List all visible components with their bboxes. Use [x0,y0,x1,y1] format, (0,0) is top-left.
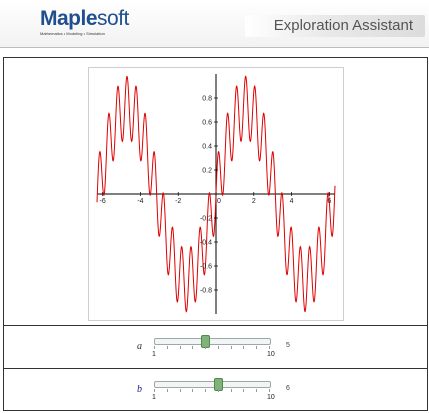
slider-tick [179,346,181,349]
slider-a-min: 1 [152,351,156,358]
y-tick-label: 0.4 [202,144,212,151]
brand-tagline: Mathematics • Modeling • Simulation [40,31,105,36]
slider-a-ticks [154,346,270,350]
slider-a-label: a [137,341,142,352]
x-tick-label: -6 [100,198,106,205]
y-tick-label: -0.4 [200,240,212,247]
slider-tick [192,346,194,349]
slider-tick [166,389,168,392]
slider-tick [205,389,207,392]
slider-row-b: b 1 10 6 [4,369,427,409]
x-tick-label: -2 [175,198,181,205]
slider-tick [256,389,258,392]
slider-separator [4,368,427,369]
slider-tick [205,346,207,349]
y-tick-label: 0.6 [202,120,212,127]
y-tick-label: -0.8 [200,288,212,295]
slider-tick [269,346,270,349]
brand-main: Maple [40,7,98,30]
slider-b-ticks [154,389,270,393]
x-tick-label: 2 [252,198,256,205]
x-tick-label: 4 [290,198,294,205]
slider-a-value: 5 [286,342,290,349]
slider-tick [217,389,219,392]
brand-soft: soft [97,7,129,30]
slider-b-label: b [137,384,142,395]
y-tick-label: -0.2 [200,216,212,223]
slider-tick [179,389,181,392]
exploration-frame: -6 -4 -2 0 2 4 6 0.8 0.6 0.4 0.2 -0.2 -0.4 -0.6 -0.8 a… [3,57,428,411]
page-title: Exploration Assistant [273,17,413,34]
maplesoft-logo: Maplesoft Mathematics • Modeling • Simul… [40,7,140,37]
x-tick-label: 0 [217,198,221,205]
plot-area[interactable]: -6 -4 -2 0 2 4 6 0.8 0.6 0.4 0.2 -0.2 -0.4 -0.6 -0.8 [88,67,344,321]
slider-tick [243,389,245,392]
slider-tick [166,346,168,349]
slider-b-max: 10 [267,394,275,401]
title-banner: Exploration Assistant [245,15,425,37]
x-tick-label: 6 [327,198,331,205]
slider-a-track[interactable] [154,338,271,345]
x-tick-label: -4 [137,198,143,205]
slider-b-value: 6 [286,385,290,392]
y-tick-label: -0.6 [200,264,212,271]
slider-tick [230,389,232,392]
header: Maplesoft Mathematics • Modeling • Simul… [0,0,429,47]
plot-svg: -6 -4 -2 0 2 4 6 0.8 0.6 0.4 0.2 -0.2 -0.4 -0.6 -0.8 [96,74,336,314]
slider-a-max: 10 [267,351,275,358]
slider-tick [230,346,232,349]
slider-tick [269,389,270,392]
slider-tick [154,389,155,392]
slider-tick [192,389,194,392]
y-tick-label: 0.8 [202,96,212,103]
plot-separator [4,325,427,326]
header-divider [0,47,429,48]
slider-tick [154,346,155,349]
slider-row-a: a 1 10 5 [4,326,427,366]
slider-b-track[interactable] [154,381,271,388]
y-tick-label: 0.2 [202,168,212,175]
slider-tick [256,346,258,349]
slider-tick [243,346,245,349]
slider-tick [217,346,219,349]
slider-b-min: 1 [152,394,156,401]
